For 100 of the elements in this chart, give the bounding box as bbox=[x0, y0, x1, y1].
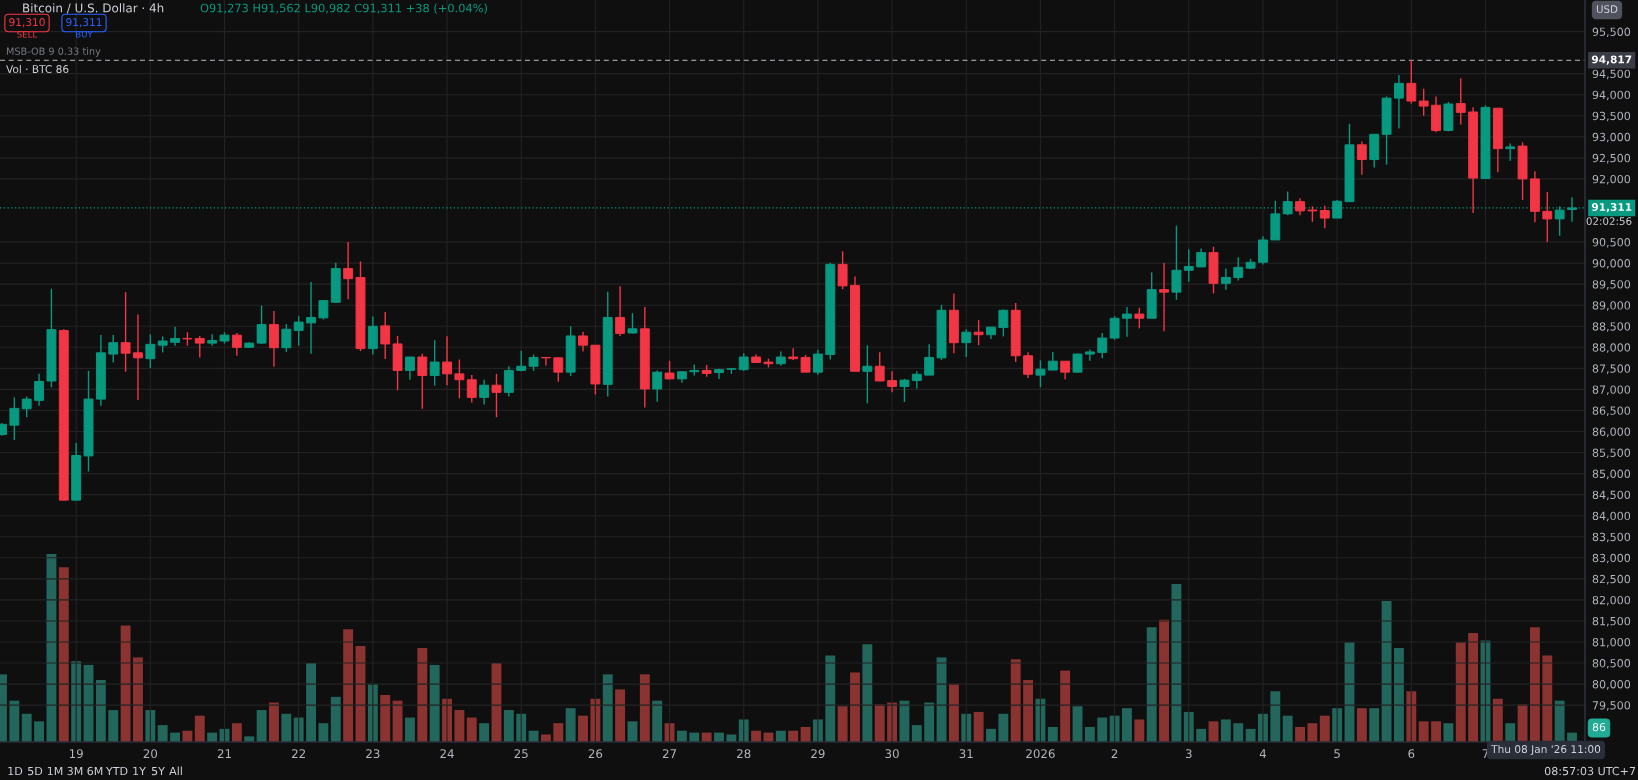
candlestick bbox=[1097, 332, 1108, 359]
bar bbox=[973, 711, 984, 742]
x-tick-label: 4 bbox=[1259, 749, 1267, 758]
bar bbox=[9, 700, 20, 742]
x-tick-label: 20 bbox=[143, 749, 158, 759]
bar bbox=[330, 696, 341, 742]
bar bbox=[380, 695, 391, 742]
y-tick-label: 94,000 bbox=[1592, 90, 1631, 101]
bar bbox=[466, 717, 477, 742]
x-tick-label: 24 bbox=[440, 749, 454, 758]
x-tick-label: 30 bbox=[885, 749, 899, 759]
annotation: Vol · BTC 86 bbox=[6, 64, 69, 74]
y-tick-label: 84,500 bbox=[1592, 490, 1631, 501]
candlestick bbox=[1084, 348, 1095, 362]
bar bbox=[95, 679, 106, 742]
bar bbox=[1146, 627, 1157, 742]
bar bbox=[615, 689, 626, 742]
candlestick bbox=[887, 370, 898, 394]
x-tick-label: 22 bbox=[292, 749, 306, 758]
text: 6M bbox=[87, 766, 103, 776]
bar bbox=[639, 674, 650, 742]
bar bbox=[1369, 708, 1380, 742]
candlestick bbox=[998, 308, 1009, 338]
candlestick bbox=[256, 304, 267, 345]
bar bbox=[281, 713, 292, 742]
bar bbox=[602, 674, 613, 742]
y-tick-label: 82,500 bbox=[1592, 574, 1631, 585]
bar bbox=[1381, 601, 1392, 742]
x-tick-label: 27 bbox=[662, 749, 677, 758]
candlestick bbox=[1060, 360, 1071, 381]
bar bbox=[108, 710, 119, 742]
bar bbox=[1010, 659, 1021, 742]
candlestick bbox=[1047, 351, 1058, 371]
y-tick-label: 85,500 bbox=[1592, 448, 1631, 459]
candlestick bbox=[1406, 59, 1417, 105]
bar bbox=[825, 655, 836, 742]
candlestick bbox=[405, 356, 415, 381]
ref-line-label: 91,311 bbox=[1591, 203, 1632, 213]
x-tick-label: 26 bbox=[588, 749, 603, 759]
y-tick-label: 80,500 bbox=[1592, 659, 1631, 669]
bar bbox=[231, 723, 242, 742]
candlestick bbox=[343, 241, 354, 301]
bar bbox=[133, 657, 143, 742]
candlestick bbox=[553, 356, 564, 383]
bar bbox=[1233, 723, 1244, 742]
bar bbox=[862, 644, 873, 742]
candlestick bbox=[578, 331, 588, 353]
bar bbox=[874, 704, 885, 742]
candlestick bbox=[1159, 262, 1169, 333]
bar bbox=[1122, 708, 1132, 742]
bar bbox=[565, 708, 576, 742]
candlestick bbox=[1109, 315, 1120, 341]
bar bbox=[194, 715, 205, 742]
bar bbox=[1307, 723, 1318, 742]
candlestick bbox=[899, 378, 910, 403]
bar bbox=[343, 629, 354, 742]
bar bbox=[21, 713, 32, 742]
candlestick bbox=[1455, 77, 1466, 126]
bar bbox=[986, 728, 996, 742]
bar bbox=[1505, 723, 1516, 742]
bar bbox=[1443, 723, 1454, 742]
x-tick-label: 23 bbox=[366, 749, 380, 759]
candlestick bbox=[1023, 351, 1034, 379]
candlestick bbox=[1220, 267, 1231, 291]
y-tick-label: 92,500 bbox=[1592, 153, 1631, 164]
x-tick-label: 6 bbox=[1408, 749, 1415, 759]
candlestick bbox=[615, 285, 626, 337]
y-tick-label: 94,500 bbox=[1592, 69, 1631, 80]
bar bbox=[850, 672, 860, 742]
bar bbox=[1060, 670, 1071, 742]
bar bbox=[46, 554, 57, 742]
bar bbox=[1492, 698, 1503, 742]
bar bbox=[1418, 721, 1429, 742]
text: 5Y bbox=[151, 766, 165, 776]
bar bbox=[1529, 627, 1540, 742]
bar bbox=[1282, 715, 1293, 742]
candlestick bbox=[21, 395, 32, 418]
text: 86 bbox=[1592, 722, 1606, 732]
y-tick-label: 81,000 bbox=[1592, 637, 1631, 648]
y-tick-label: 93,000 bbox=[1592, 132, 1631, 143]
candlestick bbox=[194, 335, 205, 359]
y-tick-label: 80,000 bbox=[1592, 680, 1631, 690]
bar bbox=[1084, 726, 1095, 742]
candlestick bbox=[1233, 256, 1244, 282]
candlestick bbox=[120, 291, 131, 373]
y-tick-label: 89,500 bbox=[1592, 280, 1631, 290]
bar bbox=[652, 700, 663, 742]
y-tick-label: 93,500 bbox=[1592, 111, 1631, 122]
candlestick bbox=[466, 374, 477, 404]
candlestick bbox=[9, 396, 20, 441]
bar bbox=[34, 721, 45, 742]
y-tick-label: 86,500 bbox=[1592, 406, 1631, 416]
y-tick-label: 83,500 bbox=[1592, 532, 1631, 543]
text: 5D bbox=[28, 766, 43, 776]
candlestick bbox=[874, 351, 885, 382]
bar bbox=[1159, 619, 1169, 742]
bar bbox=[58, 567, 69, 742]
candlestick bbox=[1258, 235, 1268, 266]
candlestick bbox=[1122, 306, 1132, 338]
candlestick bbox=[442, 335, 452, 386]
